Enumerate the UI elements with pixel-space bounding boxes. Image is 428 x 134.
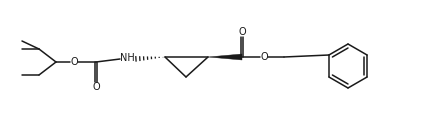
Text: O: O xyxy=(238,27,246,37)
Text: O: O xyxy=(92,82,100,92)
Text: O: O xyxy=(260,52,268,62)
Polygon shape xyxy=(208,54,242,60)
Text: NH: NH xyxy=(119,53,134,63)
Text: O: O xyxy=(70,57,78,67)
